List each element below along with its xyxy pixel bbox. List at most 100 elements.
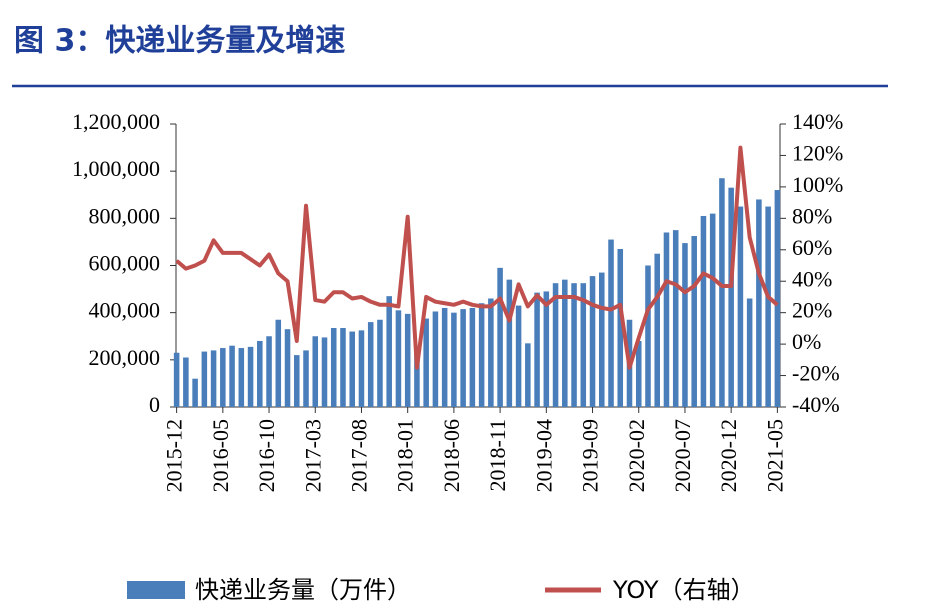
- bar: [746, 298, 753, 407]
- bar: [654, 253, 660, 407]
- bar: [247, 346, 254, 407]
- bar: [515, 305, 522, 407]
- bar: [663, 232, 670, 407]
- y2-tick-label: -20%: [792, 361, 840, 386]
- bar: [377, 319, 383, 407]
- bar: [765, 206, 771, 407]
- bar: [330, 327, 337, 407]
- x-tick-label: 2021-05: [762, 419, 787, 492]
- bar: [691, 236, 697, 407]
- bar: [229, 345, 235, 407]
- y-tick-label: 200,000: [89, 345, 161, 370]
- y-tick-label: 1,200,000: [72, 109, 160, 134]
- bar: [257, 340, 263, 407]
- bar: [321, 337, 328, 407]
- x-tick-label: 2019-09: [578, 419, 603, 492]
- bar: [395, 310, 402, 407]
- bar: [432, 311, 439, 407]
- bar: [700, 215, 707, 407]
- bar: [210, 350, 217, 407]
- x-tick-label: 2018-06: [439, 419, 464, 492]
- bar: [266, 336, 272, 407]
- bar: [386, 296, 392, 407]
- bar: [719, 178, 725, 407]
- bar: [617, 248, 624, 407]
- x-tick-label: 2020-02: [624, 419, 649, 492]
- bar: [525, 343, 531, 407]
- bar: [312, 336, 319, 407]
- bar: [460, 309, 466, 407]
- bar: [478, 303, 485, 407]
- x-tick-label: 2020-07: [670, 419, 695, 492]
- x-tick-label: 2016-10: [254, 419, 279, 492]
- bar: [488, 298, 494, 407]
- x-tick-label: 2017-08: [347, 419, 372, 492]
- bar: [303, 350, 309, 407]
- yoy-line: [175, 145, 779, 370]
- legend-label: YOY（右轴）: [612, 576, 755, 604]
- y2-tick-label: 60%: [792, 235, 832, 260]
- bar: [183, 357, 189, 407]
- bar: [284, 329, 291, 407]
- y2-tick-label: 100%: [792, 172, 843, 197]
- bar: [774, 190, 781, 407]
- x-tick-label: 2018-01: [393, 419, 418, 492]
- bar: [589, 276, 596, 407]
- x-tick-label: 2018-11: [485, 419, 510, 492]
- bar: [414, 350, 420, 407]
- bar: [635, 340, 642, 407]
- x-tick-label: 2015-12: [162, 419, 187, 492]
- x-tick-label: 2019-04: [531, 419, 556, 492]
- y-tick-label: 400,000: [89, 298, 161, 323]
- bar: [506, 279, 513, 407]
- bar: [294, 355, 300, 407]
- bar: [497, 267, 503, 407]
- chart-title: 图 3：快递业务量及增速: [14, 24, 345, 59]
- y2-tick-label: -40%: [792, 392, 840, 417]
- bar: [201, 351, 208, 407]
- bar: [682, 243, 688, 407]
- bar: [737, 206, 744, 407]
- y-tick-label: 0: [149, 392, 160, 417]
- y-tick-label: 600,000: [89, 251, 161, 276]
- bar: [562, 279, 568, 407]
- y2-tick-label: 0%: [792, 329, 821, 354]
- y2-tick-label: 140%: [792, 109, 843, 134]
- bar: [552, 283, 559, 407]
- x-tick-label: 2016-05: [208, 419, 233, 492]
- bar: [469, 307, 476, 407]
- y2-tick-label: 40%: [792, 266, 832, 291]
- y2-tick-label: 20%: [792, 298, 832, 323]
- x-tick-label: 2020-12: [716, 419, 741, 492]
- bar: [709, 213, 716, 407]
- bar: [358, 330, 365, 407]
- bar: [728, 187, 734, 407]
- bar: [672, 230, 679, 407]
- y-tick-label: 800,000: [89, 203, 161, 228]
- bar: [645, 265, 651, 407]
- bar: [275, 319, 282, 407]
- bar: [173, 352, 180, 407]
- legend-label: 快递业务量（万件）: [195, 576, 411, 604]
- bar: [340, 327, 346, 407]
- bar: [580, 283, 587, 407]
- y-tick-label: 1,000,000: [72, 156, 160, 181]
- bar: [349, 331, 355, 407]
- y2-tick-label: 120%: [792, 140, 843, 165]
- bar: [238, 348, 245, 407]
- bar: [423, 318, 429, 407]
- bar: [441, 307, 448, 407]
- bar: [192, 378, 198, 407]
- legend-swatch: [127, 581, 185, 599]
- bar: [367, 322, 374, 407]
- bar: [534, 292, 540, 407]
- bar: [451, 312, 457, 407]
- bar: [599, 272, 605, 407]
- bar: [543, 291, 550, 407]
- bar: [220, 348, 226, 407]
- bar: [571, 283, 577, 407]
- x-tick-label: 2017-03: [300, 419, 325, 492]
- bar: [608, 239, 614, 407]
- bar: [756, 199, 762, 407]
